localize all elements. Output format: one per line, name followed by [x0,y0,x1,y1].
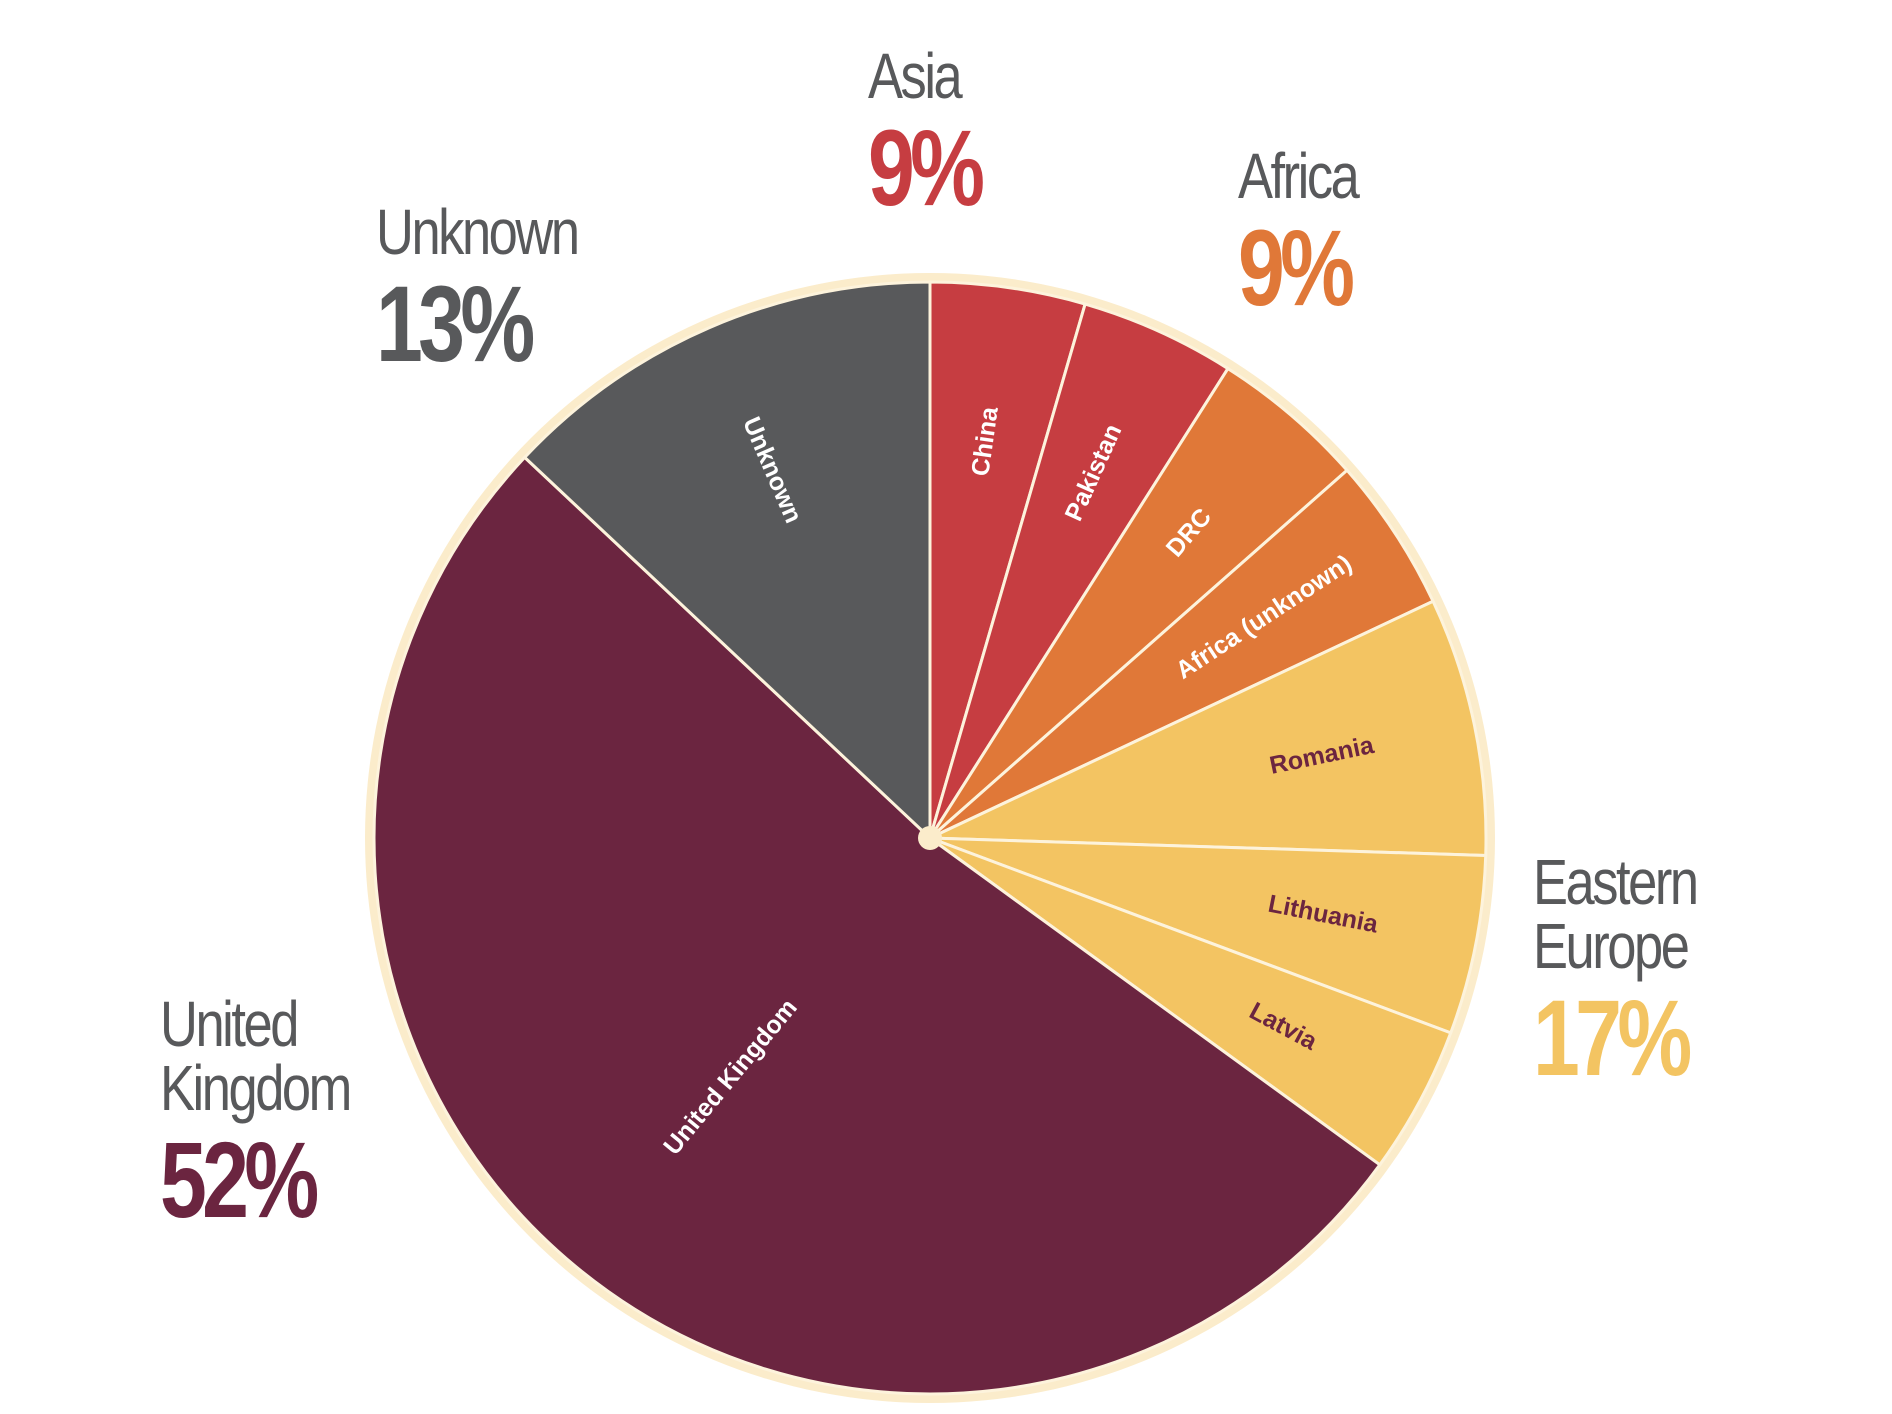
group-name-eastern-europe: Eastern Europe [1533,846,1699,982]
pie-slice-china [928,280,1087,840]
pie-slice-africa-unknown [928,468,1435,840]
group-name-africa: Africa [1238,140,1360,212]
pie-slices [372,280,1488,1396]
group-label-asia: Asia 9% [868,44,1012,222]
group-name-line: Europe [1533,910,1690,982]
pie-slice-drc [928,367,1349,840]
pie-center-dot [918,826,942,850]
pie-slice-pakistan [928,302,1230,840]
group-label-eastern-europe: Eastern Europe 17% [1533,850,1733,1092]
group-name-line: Africa [1238,140,1360,212]
group-percent-unknown: 13% [376,263,535,384]
group-name-unknown: Unknown [376,196,580,268]
pie-slice-lithuania [928,836,1488,1035]
group-name-line: Kingdom [160,1052,352,1124]
group-name-asia: Asia [868,44,986,108]
pie-slice-united-kingdom [372,455,1382,1396]
group-name-united-kingdom: United Kingdom [160,988,352,1124]
group-percent-united-kingdom: 52% [160,1119,319,1240]
group-name-line: Unknown [376,196,580,268]
group-label-unknown: Unknown 13% [376,200,622,378]
group-percent-asia: 9% [868,107,985,228]
group-percent-eastern-europe: 17% [1533,977,1692,1098]
group-name-line: Eastern [1533,846,1699,918]
pie-slice-unknown [523,280,932,840]
group-percent-africa: 9% [1238,207,1355,328]
group-label-united-kingdom: United Kingdom 52% [160,992,392,1234]
pie-slice-romania [928,599,1488,857]
group-label-africa: Africa 9% [1238,144,1384,322]
group-name-line: Asia [868,40,963,112]
group-name-line: United [160,988,299,1060]
